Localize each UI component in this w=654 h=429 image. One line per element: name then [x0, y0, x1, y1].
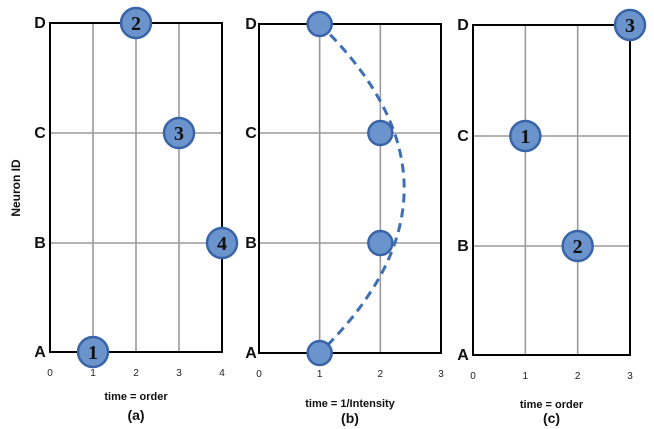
x-tick-label: 3 [627, 371, 633, 382]
neuron-label-a: A [457, 347, 469, 364]
y-axis-title: Neuron ID [9, 159, 23, 217]
spike-order-label: 2 [573, 236, 583, 258]
x-tick-label: 2 [378, 369, 384, 380]
neuron-label-c: C [245, 125, 257, 142]
spike-circle [367, 119, 394, 147]
panel-c: A B C D 0 1 2 3 time = order(c) 1 2 3 [457, 8, 647, 426]
panel-a: A B C D 0 1 2 3 4 time = order (a) 1 2 3 4 [34, 6, 239, 423]
spike-circle [561, 229, 594, 263]
spike-circle [119, 6, 153, 40]
spike-circle [205, 226, 239, 260]
neuron-label-a: A [34, 344, 46, 361]
x-tick-label: 0 [470, 371, 476, 382]
neuron-label-a: A [245, 345, 257, 362]
spike-circle [613, 8, 647, 42]
spike-circle [76, 335, 110, 369]
plot-frame [472, 24, 631, 356]
spike-order-label: 1 [88, 342, 98, 364]
x-tick-label: 1 [317, 369, 323, 380]
spike-order-label: 2 [131, 13, 141, 35]
neuron-label-b: B [457, 238, 469, 255]
spike-circle [367, 229, 394, 257]
x-tick-label: 2 [133, 368, 139, 379]
neuron-label-b: B [34, 235, 46, 252]
spike-order-label: 3 [174, 123, 184, 145]
x-tick-label: 0 [47, 368, 53, 379]
x-axis-label: time = order [520, 399, 584, 411]
neuron-label-d: D [245, 16, 257, 33]
x-tick-label: 3 [438, 369, 444, 380]
panel-sublabel: (b) [341, 410, 359, 426]
spike-order-label: 4 [217, 233, 227, 255]
plot-frame [258, 23, 442, 354]
x-tick-label: 2 [575, 371, 581, 382]
x-tick-label: 3 [176, 368, 182, 379]
x-tick-label: 1 [523, 371, 529, 382]
neuron-label-d: D [34, 15, 46, 32]
x-tick-label: 0 [256, 369, 262, 380]
neuron-label-d: D [457, 17, 469, 34]
panel-b: A B C D 0 1 2 3 time = 1/Intensity(b) [245, 10, 444, 426]
x-axis-label: time = 1/Intensity [305, 398, 395, 410]
panel-sublabel: (a) [127, 407, 144, 423]
x-tick-label: 1 [90, 368, 96, 379]
x-axis-label: time = order [104, 391, 168, 403]
spike-circle [162, 116, 196, 150]
panel-sublabel: (c) [543, 410, 560, 426]
spike-order-label: 3 [625, 15, 635, 37]
spike-order-label: 1 [520, 126, 530, 148]
x-tick-label: 4 [219, 368, 225, 379]
neuron-label-b: B [245, 235, 257, 252]
intensity-curve [318, 22, 406, 355]
spike-circle [306, 10, 333, 38]
spike-circle [306, 339, 333, 367]
neuron-label-c: C [34, 125, 46, 142]
neuron-label-c: C [457, 128, 469, 145]
spike-circle [509, 119, 542, 153]
